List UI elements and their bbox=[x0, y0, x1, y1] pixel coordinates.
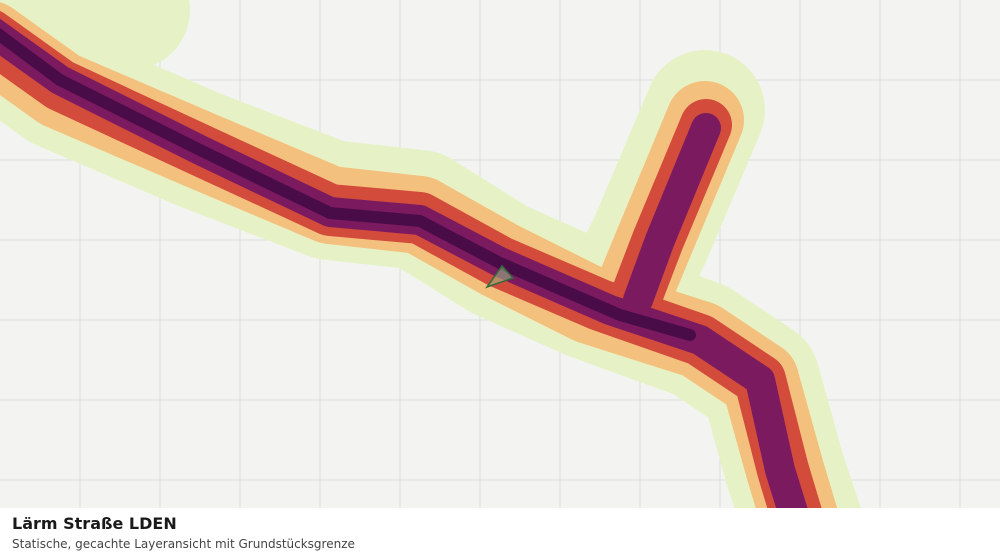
parcel-boundary[interactable] bbox=[485, 264, 515, 289]
caption-panel: Lärm Straße LDEN Statische, gecachte Lay… bbox=[0, 508, 1000, 560]
layer-title: Lärm Straße LDEN bbox=[12, 514, 177, 533]
noise-layer bbox=[0, 0, 875, 560]
noise-band-max bbox=[0, 27, 696, 341]
layer-subtitle: Statische, gecachte Layeransicht mit Gru… bbox=[12, 537, 355, 551]
